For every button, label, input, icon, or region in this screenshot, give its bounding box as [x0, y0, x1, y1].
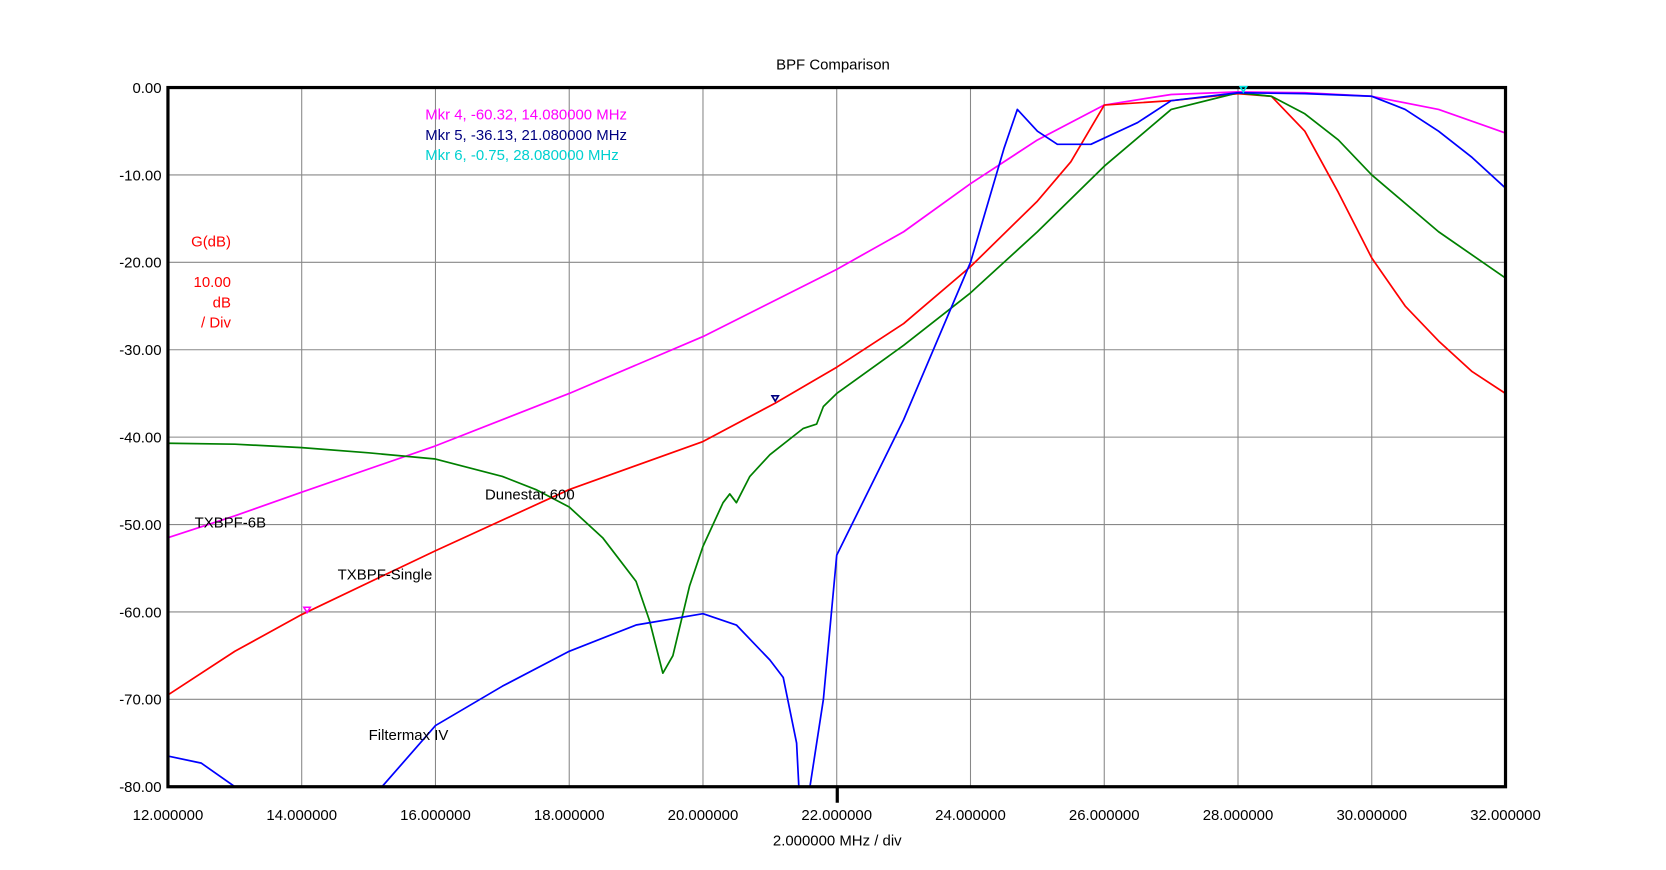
x-axis: 12.000000 14.000000 16.000000 18.000000 20.0…	[133, 807, 1541, 824]
y-tick-label: 0.00	[132, 80, 161, 97]
series-line-filtermax-iv	[167, 91, 1506, 787]
marker-glyphs	[302, 85, 1248, 615]
marker-6-readout: Mkr 6, -0.75, 28.080000 MHz	[425, 147, 618, 164]
grid-lines	[167, 87, 1507, 788]
y-scale-value: 10.00	[194, 274, 231, 291]
marker-4-readout: Mkr 4, -60.32, 14.080000 MHz	[425, 107, 627, 124]
marker-5-glyph	[770, 395, 780, 403]
chart-title: BPF Comparison	[776, 56, 890, 73]
y-tick-label: -10.00	[119, 167, 161, 184]
y-scale-per-div: / Div	[201, 315, 231, 332]
x-tick-label: 12.000000	[133, 807, 204, 824]
marker-4-glyph	[302, 606, 312, 615]
y-axis-label-block: G(dB) 10.00 dB / Div	[191, 234, 231, 332]
x-tick-label: 18.000000	[534, 807, 605, 824]
x-tick-label: 24.000000	[935, 807, 1006, 824]
x-tick-label: 22.000000	[801, 807, 872, 824]
y-tick-label: -60.00	[119, 604, 161, 621]
series-line-txbpf-single	[167, 92, 1506, 696]
y-tick-label: -50.00	[119, 517, 161, 534]
y-scale-unit: dB	[213, 294, 231, 311]
x-tick-label: 32.000000	[1470, 807, 1541, 824]
series-label-txbpf-6b: TXBPF-6B	[195, 514, 266, 531]
y-tick-label: -40.00	[119, 429, 161, 446]
x-tick-label: 28.000000	[1203, 807, 1274, 824]
curves	[167, 91, 1506, 787]
x-tick-label: 14.000000	[266, 807, 337, 824]
series-label-filtermax-iv: Filtermax IV	[369, 727, 449, 744]
x-tick-label: 26.000000	[1069, 807, 1140, 824]
y-axis-label: G(dB)	[191, 234, 231, 251]
x-tick-label: 20.000000	[668, 807, 739, 824]
series-labels: TXBPF-6B TXBPF-Single Dunestar 600 Filte…	[195, 487, 575, 744]
x-tick-label: 30.000000	[1336, 807, 1407, 824]
series-label-dunestar-600: Dunestar 600	[485, 487, 575, 504]
marker-5-readout: Mkr 5, -36.13, 21.080000 MHz	[425, 127, 627, 144]
marker-readouts: Mkr 4, -60.32, 14.080000 MHz Mkr 5, -36.…	[425, 107, 627, 165]
y-axis: 0.00 -10.00 -20.00 -30.00 -40.00 -50.00 -60.00…	[119, 80, 161, 796]
y-tick-label: -20.00	[119, 255, 161, 272]
x-axis-label: 2.000000 MHz / div	[773, 832, 902, 849]
x-tick-label: 16.000000	[400, 807, 471, 824]
y-tick-label: -30.00	[119, 342, 161, 359]
series-label-txbpf-single: TXBPF-Single	[338, 567, 433, 584]
marker-6-glyph	[1238, 85, 1248, 94]
y-tick-label: -80.00	[119, 779, 161, 796]
y-tick-label: -70.00	[119, 692, 161, 709]
